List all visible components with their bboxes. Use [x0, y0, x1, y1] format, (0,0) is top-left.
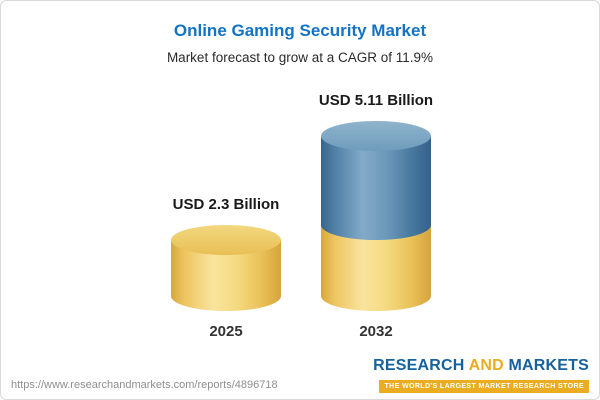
bar-2025-top-face [171, 225, 281, 255]
bar-2032 [321, 121, 431, 311]
chart-subtitle: Market forecast to grow at a CAGR of 11.… [166, 50, 434, 65]
bar-2032-base-segment [321, 225, 431, 311]
category-label-2025: 2025 [209, 323, 243, 340]
bar-2032-growth-segment [321, 121, 431, 240]
value-label-2025: USD 2.3 Billion [172, 196, 280, 213]
source-url: https://www.researchandmarkets.com/repor… [11, 379, 278, 391]
brand-name: RESEARCH AND MARKETS [373, 357, 589, 375]
brand-word-markets: MARKETS [508, 357, 589, 374]
brand-word-and: AND [468, 357, 504, 374]
value-label-2032: USD 5.11 Billion [318, 92, 434, 109]
brand-word-research: RESEARCH [373, 357, 465, 374]
bar-2032-top-face [321, 121, 431, 151]
bar-2032-growth-bottom-face [321, 210, 431, 240]
category-label-2032: 2032 [359, 323, 393, 340]
brand-logo: RESEARCH AND MARKETS THE WORLD'S LARGEST… [373, 357, 589, 393]
chart-title: Online Gaming Security Market [173, 21, 427, 40]
brand-tagline: THE WORLD'S LARGEST MARKET RESEARCH STOR… [379, 380, 589, 393]
bar-2025 [171, 225, 281, 311]
